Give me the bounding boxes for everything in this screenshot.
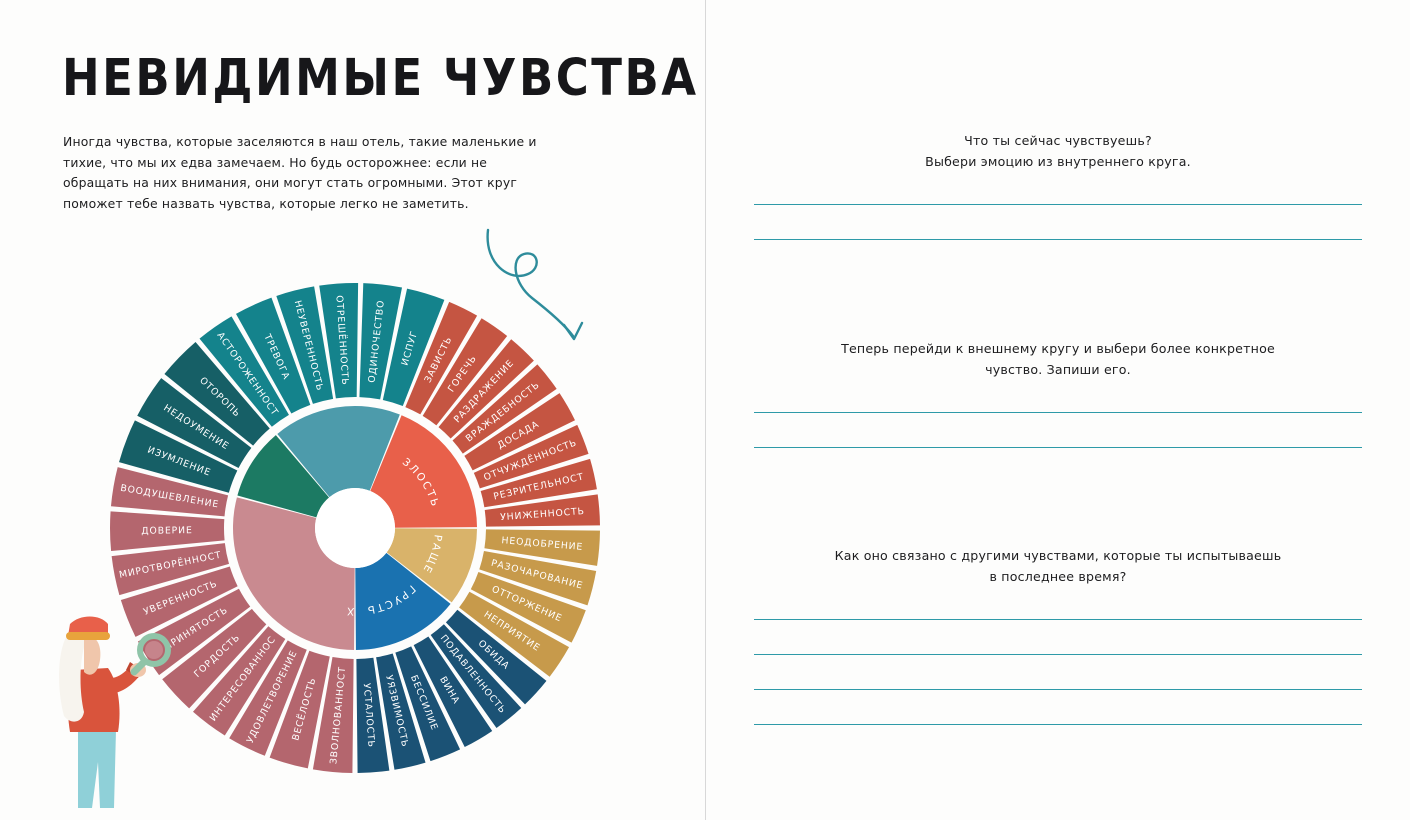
magnifier-lens [137, 633, 171, 667]
prompt-3-line-1: Как оно связано с другими чувствами, кот… [834, 548, 1282, 563]
wheel-outer-segment[interactable] [109, 511, 225, 552]
answer-lines-2[interactable] [706, 412, 1410, 448]
magnifier-handle [130, 658, 148, 676]
wheel-outer-segment[interactable] [110, 467, 229, 517]
wheel-outer-segment[interactable] [484, 529, 600, 566]
wheel-center-hub [315, 488, 395, 568]
wheel-outer-segment[interactable] [356, 657, 390, 773]
page-divider [705, 0, 706, 820]
wheel-outer-segment[interactable] [137, 378, 252, 468]
wheel-outer-segment[interactable] [162, 608, 267, 709]
prompt-block-3: Как оно связано с другими чувствами, кот… [706, 545, 1410, 725]
wheel-outer-label: ДОВЕРИЕ [141, 525, 192, 537]
wheel-outer-segment[interactable] [376, 653, 426, 770]
wheel-outer-segment[interactable] [235, 297, 311, 414]
answer-line[interactable] [754, 724, 1362, 725]
wheel-inner-joy[interactable] [233, 497, 355, 650]
answer-line[interactable] [754, 689, 1362, 690]
character-face [84, 635, 101, 675]
wheel-outer-segment[interactable] [464, 393, 576, 471]
wheel-inner-sadness[interactable] [355, 552, 451, 650]
character-illustration [38, 612, 188, 812]
wheel-inner-fear[interactable] [277, 406, 400, 498]
wheel-outer-segment[interactable] [459, 591, 570, 677]
wheel-inner-disgust[interactable] [386, 528, 477, 603]
wheel-outer-segment[interactable] [405, 301, 478, 415]
wheel-outer-segment[interactable] [422, 318, 508, 426]
answer-line[interactable] [754, 239, 1362, 240]
wheel-outer-segment[interactable] [359, 283, 403, 400]
prompt-block-1: Что ты сейчас чувствуешь? Выбери эмоцию … [706, 130, 1410, 240]
wheel-outer-segment[interactable] [473, 424, 589, 489]
prompt-3-line-2: в последнее время? [989, 569, 1127, 584]
answer-line[interactable] [754, 447, 1362, 448]
wheel-outer-segment[interactable] [111, 543, 230, 596]
wheel-outer-segment[interactable] [199, 316, 289, 427]
wheel-outer-segment[interactable] [312, 657, 354, 773]
wheel-outer-segment[interactable] [470, 571, 586, 643]
character-pants [78, 730, 116, 808]
wheel-outer-segment[interactable] [484, 494, 600, 527]
prompt-2-line-2: чувство. Запиши его. [985, 362, 1131, 377]
wheel-outer-label: УСТАЛОСТЬ [361, 683, 377, 748]
wheel-outer-segment[interactable] [276, 286, 334, 404]
wheel-outer-segment[interactable] [395, 646, 461, 762]
curly-arrow-icon [470, 212, 610, 352]
prompt-2-line-1: Теперь перейди к внешнему кругу и выбери… [841, 341, 1275, 356]
wheel-outer-segment[interactable] [382, 288, 445, 407]
character-hat-band [66, 632, 110, 640]
intro-paragraph: Иногда чувства, которые заселяются в наш… [63, 134, 537, 211]
wheel-outer-segment[interactable] [480, 458, 597, 508]
wheel-outer-segment[interactable] [192, 626, 286, 736]
wheel-outer-segment[interactable] [438, 339, 534, 439]
answer-lines-1[interactable] [706, 204, 1410, 240]
wheel-outer-segment[interactable] [413, 636, 493, 748]
wheel-outer-segment[interactable] [120, 566, 238, 637]
wheel-inner-surprise[interactable] [237, 435, 330, 518]
left-page: НЕВИДИМЫЕ ЧУВСТВА Иногда чувства, которы… [38, 48, 699, 812]
wheel-inner-anger[interactable] [370, 415, 477, 528]
emotion-wheel-svg[interactable]: РАДОСТЬВЗВОЛНОВАННОСТЬВЕСЁЛОСТЬУДОВЛЕТВО… [95, 268, 615, 788]
character-hair [59, 634, 88, 722]
prompt-1-line-1: Что ты сейчас чувствуешь? [964, 133, 1152, 148]
prompt-block-2: Теперь перейди к внешнему кругу и выбери… [706, 338, 1410, 448]
wheel-outer-segment[interactable] [119, 420, 238, 493]
wheel-outer-segment[interactable] [269, 650, 330, 769]
answer-line[interactable] [754, 619, 1362, 620]
answer-line[interactable] [754, 204, 1362, 205]
answer-lines-3[interactable] [706, 619, 1410, 725]
prompt-1-line-2: Выбери эмоцию из внутреннего круга. [925, 154, 1191, 169]
wheel-outer-segment[interactable] [319, 283, 359, 399]
page-title: НЕВИДИМЫЕ ЧУВСТВА [62, 48, 699, 108]
wheel-outer-segment[interactable] [430, 624, 522, 729]
answer-line[interactable] [754, 412, 1362, 413]
right-page: Что ты сейчас чувствуешь? Выбери эмоцию … [706, 0, 1410, 820]
wheel-outer-segment[interactable] [445, 609, 547, 705]
character-hat [68, 616, 108, 636]
wheel-outer-segment[interactable] [452, 364, 557, 454]
wheel-outer-segment[interactable] [164, 341, 270, 446]
wheel-outer-segment[interactable] [229, 640, 307, 756]
emotion-wheel[interactable]: РАДОСТЬВЗВОЛНОВАННОСТЬВЕСЁЛОСТЬУДОВЛЕТВО… [95, 268, 615, 788]
wheel-outer-segment[interactable] [479, 550, 597, 606]
answer-line[interactable] [754, 654, 1362, 655]
